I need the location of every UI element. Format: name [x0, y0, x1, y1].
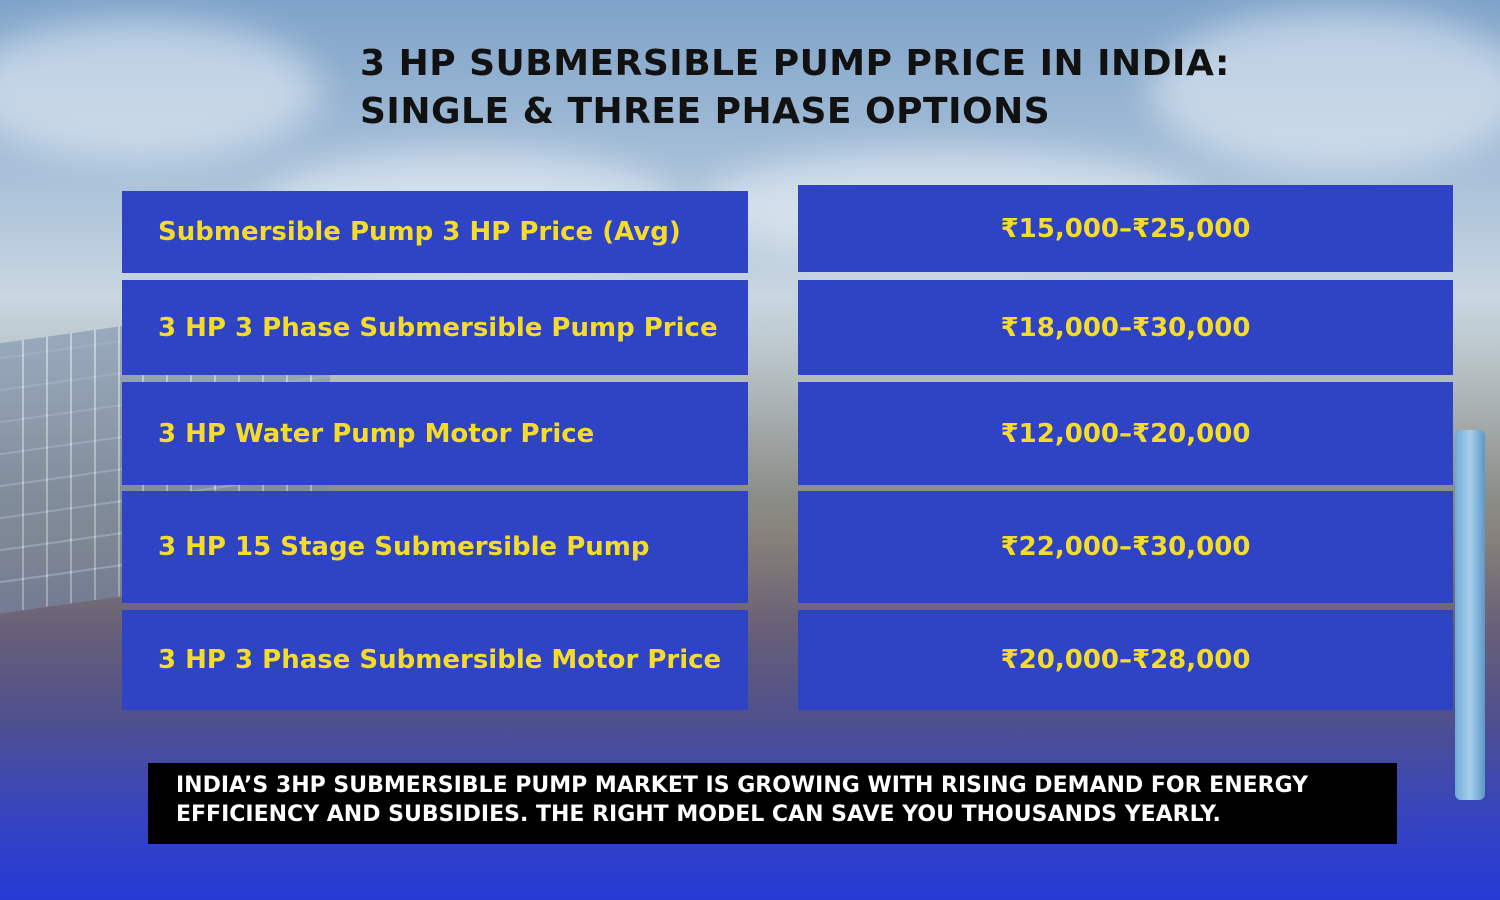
row-price: ₹22,000–₹30,000	[1000, 532, 1251, 562]
row-price-cell: ₹18,000–₹30,000	[798, 280, 1453, 375]
row-label: 3 HP 3 Phase Submersible Motor Price	[158, 645, 722, 675]
row-price: ₹12,000–₹20,000	[1000, 418, 1251, 449]
row-price-cell: ₹20,000–₹28,000	[798, 610, 1453, 710]
row-label: 3 HP Water Pump Motor Price	[158, 418, 595, 449]
footer-note: INDIA’S 3HP SUBMERSIBLE PUMP MARKET IS G…	[148, 763, 1397, 844]
title-line-2: SINGLE & THREE PHASE OPTIONS	[360, 91, 1051, 132]
row-label-cell: 3 HP 15 Stage Submersible Pump	[122, 491, 748, 603]
row-label: Submersible Pump 3 HP Price (Avg)	[158, 217, 681, 247]
row-label-cell: Submersible Pump 3 HP Price (Avg)	[122, 191, 748, 273]
pipe-image	[1455, 430, 1485, 800]
row-label-cell: 3 HP Water Pump Motor Price	[122, 382, 748, 485]
row-price-cell: ₹15,000–₹25,000	[798, 185, 1453, 272]
row-label-cell: 3 HP 3 Phase Submersible Pump Price	[122, 280, 748, 375]
page-title: 3 HP SUBMERSIBLE PUMP PRICE IN INDIA: SI…	[360, 40, 1360, 136]
title-line-1: 3 HP SUBMERSIBLE PUMP PRICE IN INDIA:	[360, 43, 1230, 84]
row-price-cell: ₹12,000–₹20,000	[798, 382, 1453, 485]
row-label: 3 HP 3 Phase Submersible Pump Price	[158, 312, 718, 343]
footer-line-2: EFFICIENCY AND SUBSIDIES. THE RIGHT MODE…	[176, 802, 1221, 827]
row-price: ₹18,000–₹30,000	[1000, 312, 1251, 343]
row-price: ₹15,000–₹25,000	[1000, 213, 1251, 244]
row-label-cell: 3 HP 3 Phase Submersible Motor Price	[122, 610, 748, 710]
row-price-cell: ₹22,000–₹30,000	[798, 491, 1453, 603]
footer-line-1: INDIA’S 3HP SUBMERSIBLE PUMP MARKET IS G…	[176, 773, 1309, 798]
row-label: 3 HP 15 Stage Submersible Pump	[158, 532, 650, 562]
row-price: ₹20,000–₹28,000	[1000, 645, 1251, 675]
